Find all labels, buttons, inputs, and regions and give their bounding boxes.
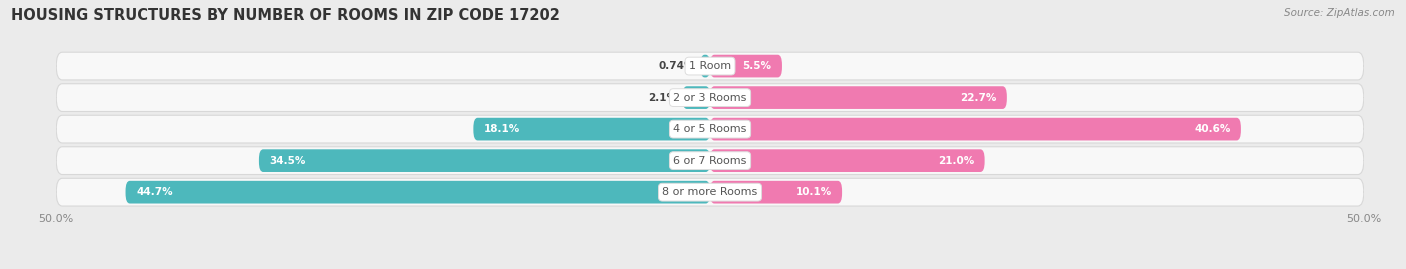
Text: Source: ZipAtlas.com: Source: ZipAtlas.com [1284, 8, 1395, 18]
FancyBboxPatch shape [56, 115, 1364, 143]
FancyBboxPatch shape [682, 86, 710, 109]
Text: 2 or 3 Rooms: 2 or 3 Rooms [673, 93, 747, 102]
Text: 10.1%: 10.1% [796, 187, 831, 197]
FancyBboxPatch shape [710, 118, 1241, 140]
Text: 8 or more Rooms: 8 or more Rooms [662, 187, 758, 197]
Text: HOUSING STRUCTURES BY NUMBER OF ROOMS IN ZIP CODE 17202: HOUSING STRUCTURES BY NUMBER OF ROOMS IN… [11, 8, 560, 23]
FancyBboxPatch shape [474, 118, 710, 140]
FancyBboxPatch shape [710, 55, 782, 77]
Text: 22.7%: 22.7% [960, 93, 997, 102]
Text: 18.1%: 18.1% [484, 124, 520, 134]
FancyBboxPatch shape [56, 84, 1364, 111]
Text: 21.0%: 21.0% [938, 156, 974, 166]
Text: 34.5%: 34.5% [270, 156, 305, 166]
FancyBboxPatch shape [710, 181, 842, 204]
Text: 5.5%: 5.5% [742, 61, 772, 71]
Text: 2.1%: 2.1% [648, 93, 678, 102]
FancyBboxPatch shape [710, 86, 1007, 109]
FancyBboxPatch shape [56, 178, 1364, 206]
Text: 44.7%: 44.7% [136, 187, 173, 197]
FancyBboxPatch shape [259, 149, 710, 172]
Text: 40.6%: 40.6% [1194, 124, 1230, 134]
FancyBboxPatch shape [710, 149, 984, 172]
Text: 0.74%: 0.74% [658, 61, 695, 71]
Text: 6 or 7 Rooms: 6 or 7 Rooms [673, 156, 747, 166]
Text: 1 Room: 1 Room [689, 61, 731, 71]
Text: 4 or 5 Rooms: 4 or 5 Rooms [673, 124, 747, 134]
FancyBboxPatch shape [56, 147, 1364, 175]
FancyBboxPatch shape [56, 52, 1364, 80]
FancyBboxPatch shape [700, 55, 710, 77]
FancyBboxPatch shape [125, 181, 710, 204]
